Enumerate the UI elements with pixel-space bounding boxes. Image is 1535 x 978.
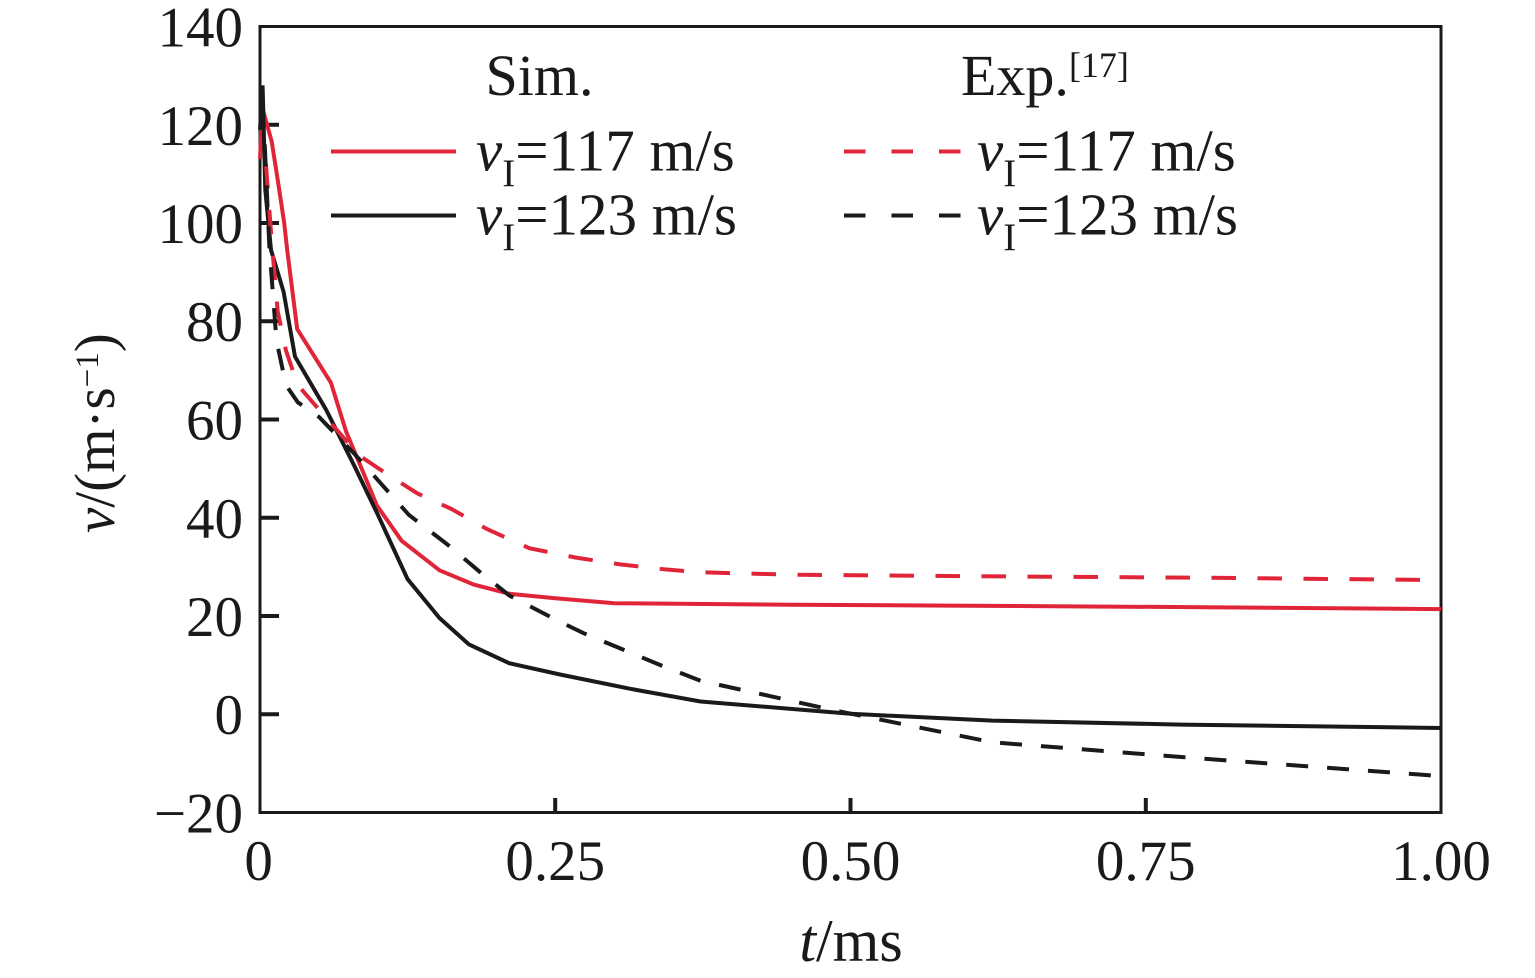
- svg-text:100: 100: [158, 193, 244, 256]
- svg-text:vI=123 m/s: vI=123 m/s: [476, 182, 737, 260]
- svg-text:40: 40: [186, 488, 243, 551]
- svg-text:0.25: 0.25: [505, 830, 605, 893]
- svg-text:0.50: 0.50: [801, 830, 901, 893]
- svg-text:20: 20: [186, 586, 243, 649]
- svg-text:vI=117 m/s: vI=117 m/s: [476, 118, 735, 196]
- svg-text:−20: −20: [154, 783, 243, 846]
- svg-text:120: 120: [158, 95, 244, 158]
- svg-text:vI=117 m/s: vI=117 m/s: [977, 118, 1236, 196]
- svg-text:140: 140: [158, 0, 244, 60]
- svg-text:0: 0: [215, 684, 244, 747]
- svg-text:0: 0: [244, 830, 273, 893]
- svg-text:80: 80: [186, 291, 243, 354]
- svg-text:60: 60: [186, 390, 243, 453]
- svg-text:1.00: 1.00: [1391, 830, 1491, 893]
- svg-text:t/ms: t/ms: [799, 908, 902, 974]
- svg-text:Exp.[17]: Exp.[17]: [961, 43, 1129, 108]
- svg-text:Sim.: Sim.: [486, 43, 594, 108]
- svg-text:vI=123 m/s: vI=123 m/s: [977, 182, 1238, 260]
- svg-text:0.75: 0.75: [1096, 830, 1196, 893]
